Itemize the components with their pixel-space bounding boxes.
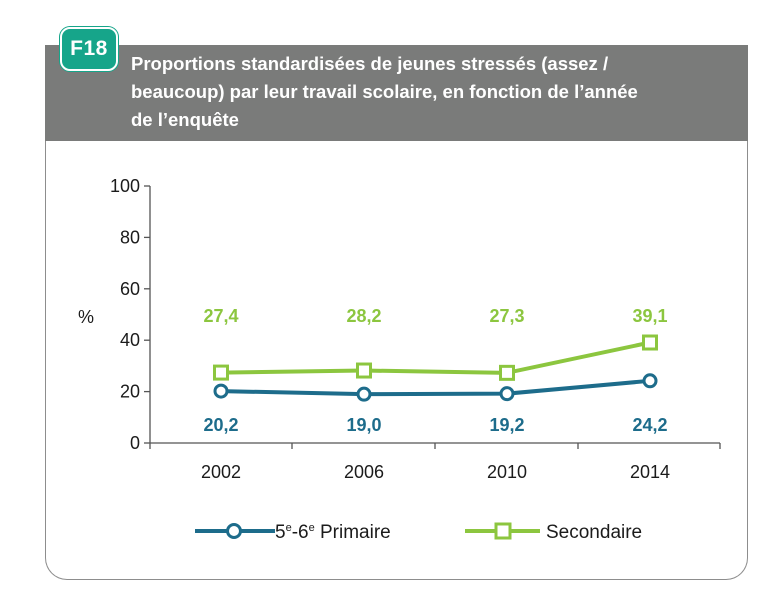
data-point-secondaire <box>356 362 372 379</box>
chart-title-line-1: Proportions standardisées de jeunes stre… <box>131 53 609 74</box>
chart-title-line-2: beaucoup) par leur travail scolaire, en … <box>131 81 638 102</box>
legend-marker-secondaire <box>494 522 512 540</box>
legend-label-secondaire: Secondaire <box>546 522 642 543</box>
y-tick-label: 100 <box>110 176 140 196</box>
chart-axes: 0 20 40 60 80 100 2002 2006 2010 2014 <box>110 176 721 482</box>
data-label-primaire: 24,2 <box>632 415 667 435</box>
data-label-secondaire: 39,1 <box>632 306 667 326</box>
x-tick-label: 2014 <box>630 462 670 482</box>
legend-label-primaire: 5e-6e Primaire <box>275 522 391 543</box>
chart-title-line-3: de l’enquête <box>131 109 239 130</box>
data-point-secondaire <box>213 364 229 381</box>
data-label-primaire: 19,2 <box>489 415 524 435</box>
legend: 5e-6e Primaire Secondaire <box>195 522 642 543</box>
data-label-secondaire: 27,3 <box>489 306 524 326</box>
series-layer: 20,2 19,0 19,2 24,2 27,4 28,2 27,3 39,1 <box>203 306 667 435</box>
data-label-secondaire: 28,2 <box>346 306 381 326</box>
y-tick-label: 20 <box>120 382 140 402</box>
y-tick-label: 0 <box>130 433 140 453</box>
y-tick-label: 80 <box>120 227 140 247</box>
y-tick-label: 40 <box>120 330 140 350</box>
x-tick-label: 2010 <box>487 462 527 482</box>
data-point-primaire <box>213 383 229 399</box>
data-label-primaire: 20,2 <box>203 415 238 435</box>
series-line-primaire <box>220 378 651 397</box>
data-point-primaire <box>642 373 658 389</box>
legend-marker-primaire <box>226 523 242 539</box>
y-tick-label: 60 <box>120 279 140 299</box>
series-line-secondaire <box>220 340 651 375</box>
data-point-primaire <box>499 386 515 402</box>
data-point-secondaire <box>499 364 515 381</box>
chart-title: Proportions standardisées de jeunes stre… <box>131 50 731 134</box>
data-label-secondaire: 27,4 <box>203 306 238 326</box>
y-axis-unit-label: % <box>78 307 94 327</box>
figure-badge: F18 <box>60 27 118 71</box>
x-tick-label: 2002 <box>201 462 241 482</box>
data-label-primaire: 19,0 <box>346 415 381 435</box>
data-point-secondaire <box>642 334 658 351</box>
data-point-primaire <box>356 386 372 402</box>
x-tick-label: 2006 <box>344 462 384 482</box>
figure-header <box>45 45 748 141</box>
